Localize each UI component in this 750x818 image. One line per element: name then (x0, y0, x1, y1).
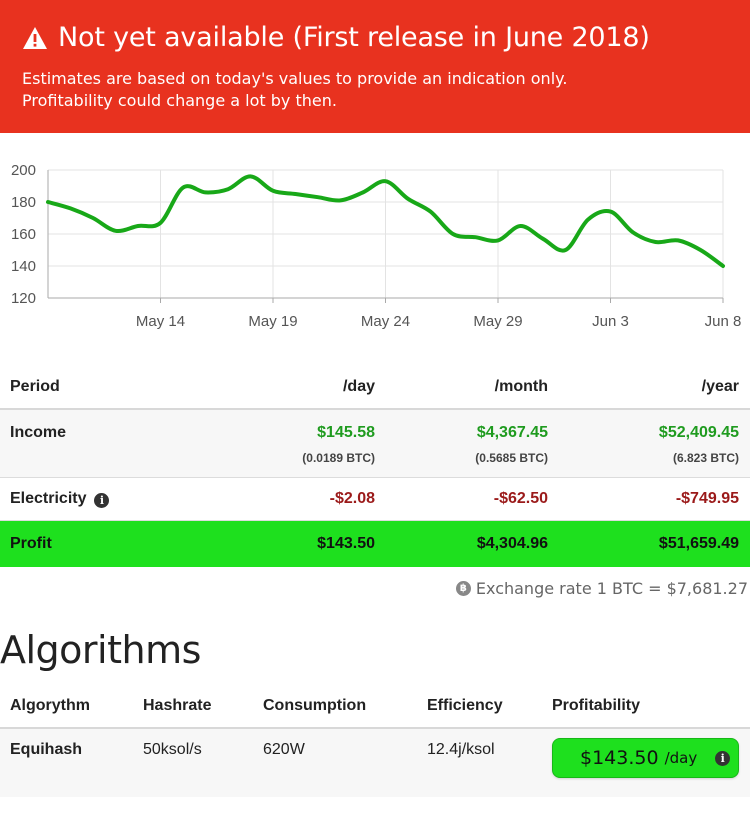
table-row: Equihash 50ksol/s 620W 12.4j/ksol $143.5… (0, 729, 750, 797)
income-day: $145.58 (317, 424, 375, 441)
header-profitability: Profitability (552, 696, 641, 714)
profit-label: Profit (10, 535, 52, 552)
price-chart: 120 140 160 180 200 May 14 May 19 May 24 May 29 J… (0, 150, 750, 345)
algorithms-title: Algorithms (0, 628, 201, 672)
info-icon[interactable]: i (94, 493, 110, 508)
header-year: /year (701, 378, 739, 395)
x-tick-label: May 24 (361, 313, 410, 330)
electricity-row: Electricity i -$2.08 -$62.50 -$749.95 (0, 478, 750, 521)
line-chart-svg: 120 140 160 180 200 May 14 May 19 May 24 May 29 J… (11, 162, 742, 330)
y-tick-label: 120 (11, 290, 36, 307)
header-month: /month (494, 378, 548, 395)
profitability-cell: $143.50 /day i (552, 738, 750, 778)
algorithms-header: Algorythm Hashrate Consumption Efficienc… (0, 684, 750, 729)
income-row: Income $145.58 (0.0189 BTC) $4,367.45 (0… (0, 410, 750, 478)
income-day-btc: (0.0189 BTC) (302, 451, 375, 465)
profitability-unit: /day (664, 749, 698, 767)
banner-title-row: Not yet available (First release in June… (22, 20, 728, 56)
profit-month: $4,304.96 (476, 535, 548, 552)
y-tick-label: 140 (11, 258, 36, 275)
header-day: /day (342, 378, 375, 395)
series-line (46, 174, 725, 268)
electricity-day: -$2.08 (329, 490, 375, 507)
algorithm-hashrate: 50ksol/s (143, 741, 202, 758)
header-hashrate: Hashrate (143, 696, 212, 714)
warning-icon (23, 27, 47, 49)
y-tick-label: 200 (11, 162, 36, 179)
header-period: Period (10, 378, 60, 395)
x-tick-label: May 19 (248, 313, 297, 330)
x-tick-label: May 29 (473, 313, 522, 330)
warning-banner: Not yet available (First release in June… (0, 0, 750, 133)
income-label: Income (10, 424, 67, 441)
bitcoin-icon: ฿ (455, 581, 471, 596)
profit-year: $51,659.49 (658, 535, 739, 552)
income-year: $52,409.45 (658, 424, 739, 441)
income-month-btc: (0.5685 BTC) (475, 451, 548, 465)
profit-day: $143.50 (317, 535, 375, 552)
electricity-label: Electricity (10, 490, 87, 507)
banner-title: Not yet available (First release in June… (58, 22, 650, 53)
x-tick-label: May 14 (136, 313, 185, 330)
banner-message: Estimates are based on today's values to… (22, 68, 728, 112)
profit-row: Profit $143.50 $4,304.96 $51,659.49 (0, 521, 750, 567)
exchange-rate-text: Exchange rate 1 BTC = $7,681.27 (475, 579, 748, 598)
info-icon[interactable]: i (715, 750, 731, 766)
income-day-cell: $145.58 (0.0189 BTC) (230, 424, 375, 465)
profitability-value: $143.50 (580, 747, 659, 769)
algorithm-efficiency: 12.4j/ksol (427, 741, 495, 758)
electricity-label-cell: Electricity i (0, 490, 230, 508)
income-month-cell: $4,367.45 (0.5685 BTC) (375, 424, 548, 465)
income-year-btc: (6.823 BTC) (672, 451, 739, 465)
algorithm-consumption: 620W (263, 741, 305, 758)
y-tick-label: 180 (11, 194, 36, 211)
exchange-rate: ฿ Exchange rate 1 BTC = $7,681.27 (455, 579, 748, 598)
banner-line-1: Estimates are based on today's values to… (22, 69, 568, 88)
income-month: $4,367.45 (476, 424, 548, 441)
header-efficiency: Efficiency (427, 696, 503, 714)
profit-table: Period /day /month /year Income $145.58 … (0, 364, 750, 567)
electricity-year: -$749.95 (675, 490, 739, 507)
profit-table-header: Period /day /month /year (0, 364, 750, 410)
algorithms-table: Algorythm Hashrate Consumption Efficienc… (0, 684, 750, 797)
x-tick-label: Jun 8 (705, 313, 742, 330)
income-year-cell: $52,409.45 (6.823 BTC) (548, 424, 739, 465)
algorithm-name: Equihash (10, 741, 83, 758)
header-algorithm: Algorythm (10, 696, 90, 714)
banner-line-2: Profitability could change a lot by then… (22, 91, 337, 110)
profitability-button[interactable]: $143.50 /day i (552, 738, 739, 778)
y-tick-label: 160 (11, 226, 36, 243)
header-consumption: Consumption (263, 696, 367, 714)
x-tick-label: Jun 3 (592, 313, 629, 330)
electricity-month: -$62.50 (493, 490, 548, 507)
